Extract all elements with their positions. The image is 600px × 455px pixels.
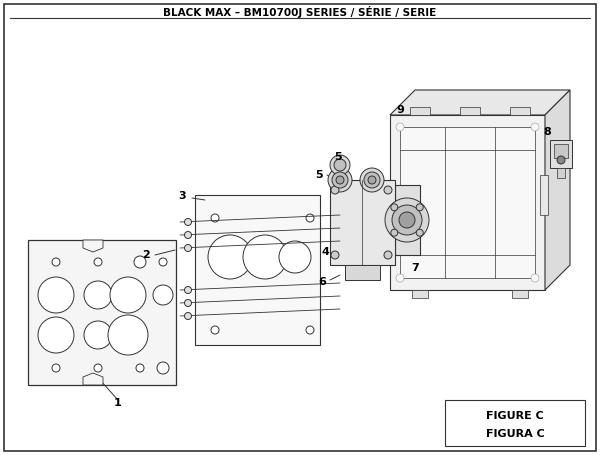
Text: 2: 2 [142,250,150,260]
Bar [460,107,480,115]
Circle shape [392,205,422,235]
Circle shape [159,258,167,266]
Circle shape [416,229,423,236]
Text: BLACK MAX – BM10700J SERIES / SÉRIE / SERIE: BLACK MAX – BM10700J SERIES / SÉRIE / SE… [163,6,437,18]
Circle shape [185,232,191,238]
Polygon shape [545,90,570,290]
Circle shape [208,235,252,279]
Bar [557,168,565,178]
Circle shape [396,274,404,282]
Circle shape [531,123,539,131]
Polygon shape [195,195,320,345]
Circle shape [557,156,565,164]
Polygon shape [395,185,420,255]
Polygon shape [390,90,570,115]
Circle shape [384,251,392,259]
Bar [410,107,430,115]
Bar [540,175,548,215]
Circle shape [153,285,173,305]
Text: 8: 8 [543,127,551,137]
Text: FIGURE C: FIGURE C [486,411,544,421]
Circle shape [52,258,60,266]
Circle shape [185,218,191,226]
Circle shape [306,326,314,334]
Circle shape [110,277,146,313]
Text: FIGURA C: FIGURA C [485,429,544,439]
Polygon shape [330,180,395,265]
Circle shape [336,176,344,184]
Circle shape [136,364,144,372]
Text: 1: 1 [114,398,122,408]
Circle shape [391,229,398,236]
Circle shape [84,281,112,309]
Text: 7: 7 [411,263,419,273]
Circle shape [211,326,219,334]
Bar [400,127,535,278]
Polygon shape [390,115,545,290]
Circle shape [396,123,404,131]
Circle shape [385,198,429,242]
Circle shape [399,212,415,228]
Circle shape [84,321,112,349]
Polygon shape [83,373,103,385]
Polygon shape [28,240,176,385]
Circle shape [531,274,539,282]
Circle shape [332,172,348,188]
Polygon shape [83,240,103,252]
Bar [512,290,528,298]
Circle shape [364,172,380,188]
Circle shape [243,235,287,279]
Polygon shape [345,265,380,280]
Circle shape [360,168,384,192]
Text: 5: 5 [334,152,342,162]
Circle shape [416,204,423,211]
Circle shape [94,364,102,372]
Bar [412,290,428,298]
Circle shape [185,244,191,252]
Circle shape [384,186,392,194]
Circle shape [211,214,219,222]
Circle shape [334,159,346,171]
Circle shape [185,313,191,319]
Circle shape [134,256,146,268]
Circle shape [185,299,191,307]
Text: 3: 3 [178,191,186,201]
Circle shape [157,362,169,374]
Circle shape [52,364,60,372]
Circle shape [306,214,314,222]
Circle shape [368,176,376,184]
Circle shape [38,317,74,353]
Text: 5: 5 [315,170,323,180]
Text: 4: 4 [321,247,329,257]
Circle shape [328,168,352,192]
Bar [445,400,585,446]
Circle shape [38,277,74,313]
Circle shape [279,241,311,273]
Circle shape [108,315,148,355]
Bar [550,140,572,168]
Bar [510,107,530,115]
Circle shape [331,251,339,259]
Circle shape [391,204,398,211]
Circle shape [94,258,102,266]
Text: 9: 9 [396,105,404,115]
Text: 6: 6 [318,277,326,287]
Circle shape [330,155,350,175]
Bar [554,144,568,158]
Circle shape [185,287,191,293]
Circle shape [331,186,339,194]
FancyBboxPatch shape [4,4,596,451]
